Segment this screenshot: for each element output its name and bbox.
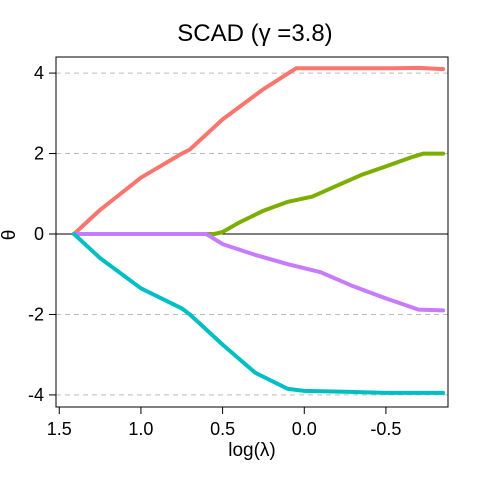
grid-layer xyxy=(56,72,448,396)
x-tick-label: -0.5 xyxy=(370,419,401,439)
series-line-2 xyxy=(72,151,446,236)
series-line-3 xyxy=(72,232,446,313)
y-tick-label: -2 xyxy=(28,304,44,324)
x-tick-label: 1.5 xyxy=(47,419,72,439)
y-tick-label: 2 xyxy=(34,144,44,164)
chart-title: SCAD (γ =3.8) xyxy=(177,20,332,47)
plot-frame xyxy=(55,56,449,408)
x-axis-title: log(λ) xyxy=(228,440,276,461)
x-tick-label: 0.5 xyxy=(210,419,235,439)
series-line-1 xyxy=(72,65,446,236)
x-tick-label: 1.0 xyxy=(128,419,153,439)
x-tick-label: 0.0 xyxy=(292,419,317,439)
y-axis-title: θ xyxy=(0,230,20,241)
y-tick-label: 0 xyxy=(34,224,44,244)
series-layer xyxy=(72,65,446,395)
x-axis: 1.5 1.0 0.5 0.0 -0.5 xyxy=(47,407,401,439)
series-line-4 xyxy=(72,232,446,395)
y-axis: -4 -2 0 2 4 xyxy=(28,63,56,405)
y-tick-label: -4 xyxy=(28,385,44,405)
y-tick-label: 4 xyxy=(34,63,44,83)
